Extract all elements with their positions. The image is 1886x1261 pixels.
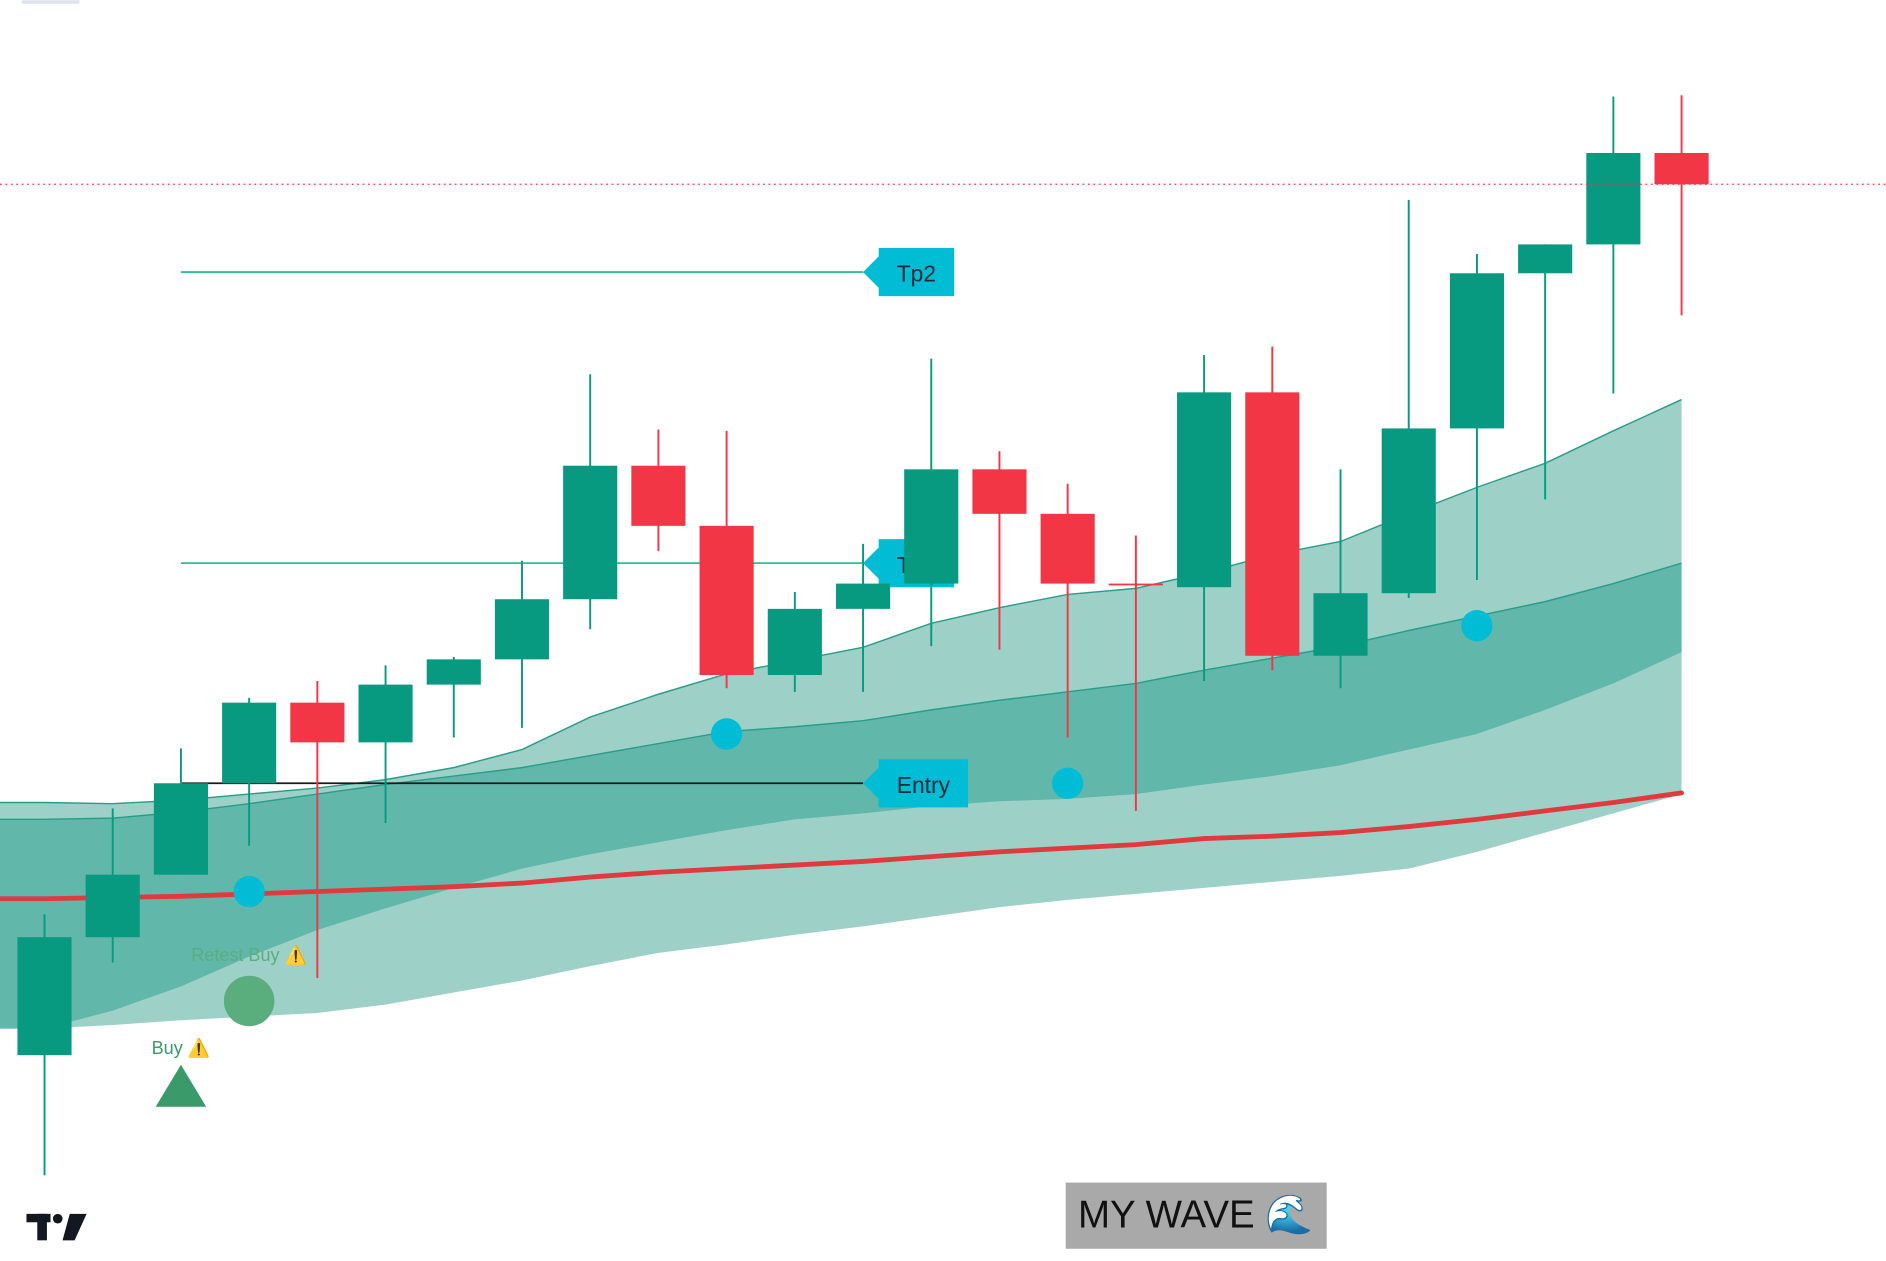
candle-body — [904, 469, 959, 584]
signal-dot — [233, 875, 265, 908]
level-label: Tp2 — [863, 248, 955, 297]
signal-label: Buy ⚠️ — [152, 1037, 211, 1058]
candle-body — [972, 469, 1027, 514]
candle-body — [1381, 428, 1436, 594]
candle-body — [1245, 392, 1300, 656]
candle-body — [153, 783, 208, 875]
candle-body — [1040, 513, 1095, 584]
candle-body — [494, 599, 550, 660]
buy-triangle — [155, 1064, 207, 1107]
candle-body — [699, 525, 754, 676]
candles — [0, 95, 1886, 1176]
signal-dot — [1052, 767, 1084, 799]
watermark-box — [1065, 1182, 1327, 1249]
candle-body — [835, 583, 891, 609]
candle-body — [1449, 273, 1505, 429]
candle-body — [222, 702, 277, 784]
signal-dot — [1461, 610, 1493, 642]
band-line — [0, 562, 1682, 821]
candle-body — [1586, 152, 1641, 245]
toolbar-stub — [21, 0, 80, 4]
candle-body — [1313, 593, 1368, 656]
level-label-text: Entry — [897, 772, 951, 798]
candle-body — [1177, 392, 1232, 588]
tv-logo — [26, 1213, 87, 1241]
candle-body — [1108, 583, 1163, 586]
level-label-box — [863, 248, 955, 297]
watermark: MY WAVE 🌊 — [1078, 1193, 1313, 1237]
candle-body — [290, 702, 345, 743]
retest-circle — [223, 975, 275, 1027]
candle-body — [358, 684, 413, 743]
candle-body — [631, 465, 686, 526]
candle-body — [563, 465, 618, 600]
level-label-text: Tp2 — [897, 261, 936, 287]
markers: Buy ⚠️ Retest Buy ⚠️ — [152, 610, 1493, 1107]
candle-body — [17, 937, 72, 1056]
signal-dot — [710, 718, 743, 750]
level-label-box — [863, 759, 969, 808]
candle-body — [426, 659, 481, 685]
candle-body — [1654, 152, 1709, 185]
level-label: Entry — [863, 759, 969, 808]
candle-body — [767, 608, 822, 676]
signal-label: Retest Buy ⚠️ — [191, 944, 307, 965]
inner-band — [0, 563, 1682, 1029]
candle-body — [1518, 244, 1573, 274]
candle-body — [85, 874, 140, 938]
